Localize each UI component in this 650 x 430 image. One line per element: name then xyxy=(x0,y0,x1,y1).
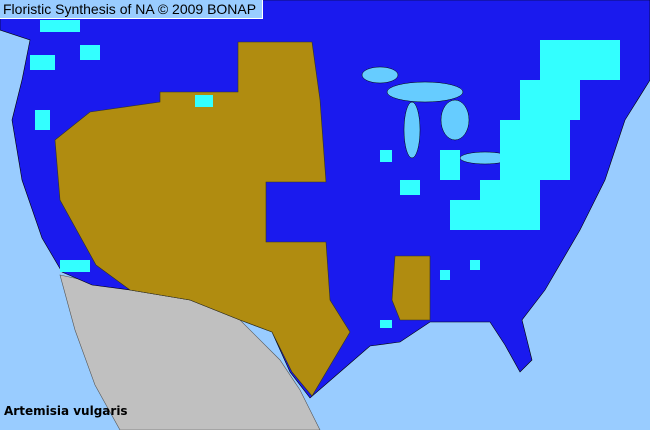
olive-states-west xyxy=(54,41,351,397)
species-label: Artemisia vulgaris xyxy=(4,404,128,418)
olive-state-mississippi xyxy=(391,255,431,321)
map-title: Floristic Synthesis of NA © 2009 BONAP xyxy=(0,0,264,19)
cyan-county-patches xyxy=(30,20,620,328)
great-lakes xyxy=(361,66,537,165)
